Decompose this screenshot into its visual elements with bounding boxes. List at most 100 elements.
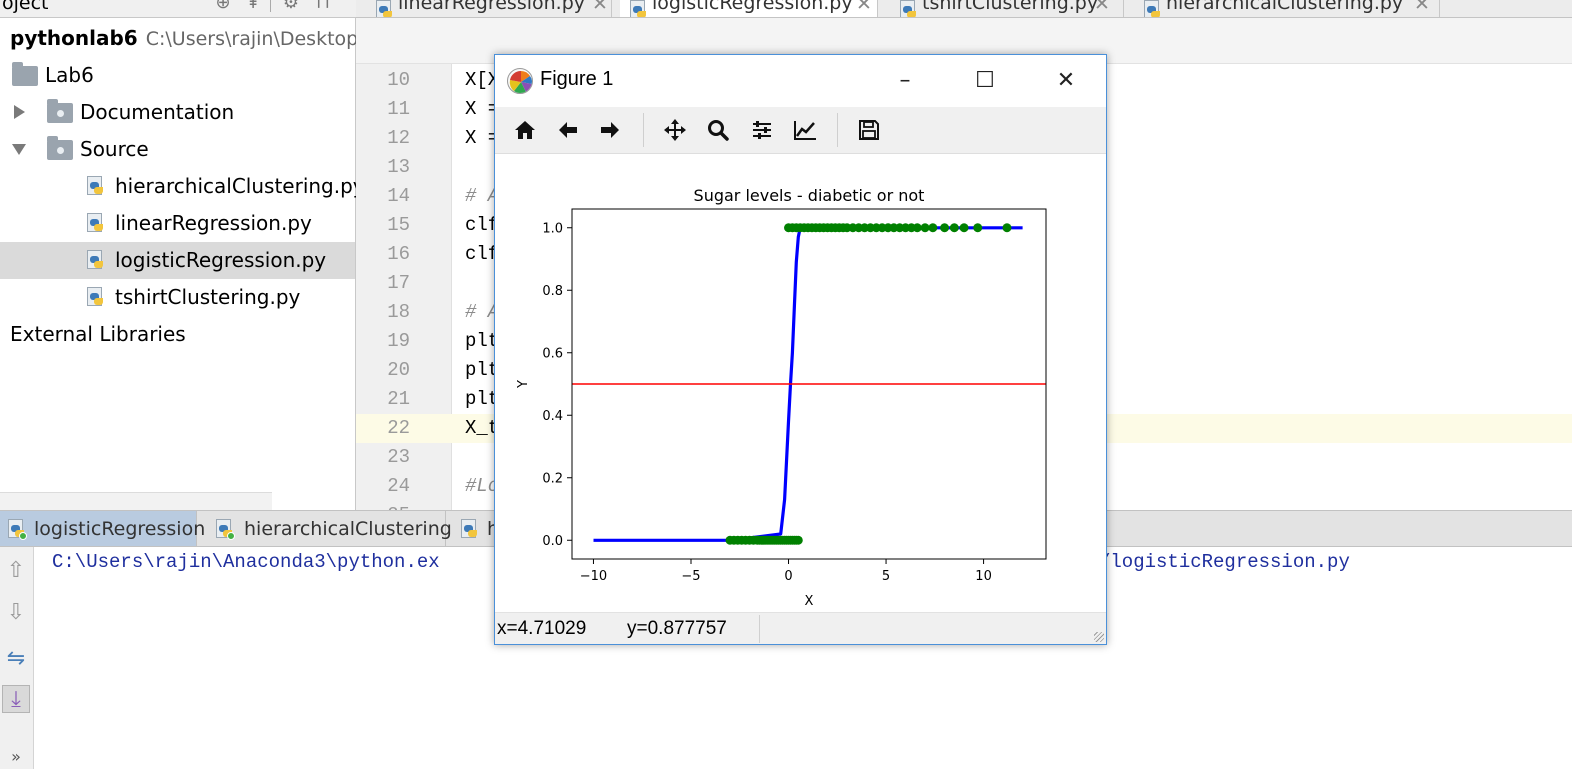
- minimize-icon[interactable]: –: [899, 68, 911, 93]
- plot-canvas[interactable]: Sugar levels - diabetic or not X Y −10 −5 0 5 1…: [495, 154, 1106, 612]
- project-root[interactable]: pythonlab6 C:\Users\rajin\Desktop\p: [0, 20, 377, 57]
- tree-file-tshirt-clustering[interactable]: tshirtClustering.py: [0, 279, 355, 316]
- run-tab-hierarchical-clustering[interactable]: hierarchicalClustering: [198, 511, 452, 546]
- chevron-right-icon[interactable]: [14, 105, 25, 119]
- zoom-icon[interactable]: [703, 115, 733, 145]
- project-root-name: pythonlab6: [10, 26, 138, 50]
- tab-hierarchical-clustering[interactable]: hierarchicalClustering.py ✕: [1134, 0, 1440, 17]
- python-file-icon: [85, 287, 105, 307]
- data-point: [959, 223, 969, 233]
- save-icon[interactable]: [854, 115, 884, 145]
- tree-file-hierarchical-clustering[interactable]: hierarchicalClustering.py: [0, 168, 365, 205]
- line-number: 25: [356, 501, 410, 510]
- line-number: 13: [387, 156, 410, 178]
- toolbar-separator: [643, 113, 644, 147]
- back-icon[interactable]: [553, 115, 583, 145]
- code-line[interactable]: 15 clf: [356, 211, 1572, 240]
- python-file-icon: [628, 0, 648, 17]
- scroll-down-icon[interactable]: ⇩: [6, 600, 26, 625]
- code-line[interactable]: 14 # A: [356, 182, 1572, 211]
- editor-tab-bar: linearRegression.py ✕ logisticRegression…: [356, 0, 1572, 18]
- hide-icon[interactable]: ⊓: [315, 0, 331, 13]
- project-panel-header: oject ⊕ ⇞ ⚙ ⊓: [0, 0, 356, 18]
- tab-linear-regression[interactable]: linearRegression.py ✕: [366, 0, 612, 17]
- code-text: plt: [465, 330, 500, 352]
- tree-folder-documentation[interactable]: Documentation: [0, 94, 355, 131]
- y-tick-label: 0.0: [542, 534, 563, 549]
- soft-wrap-icon[interactable]: ⇋: [6, 646, 26, 671]
- console-command-line: C:\Users\rajin\Anaconda3\python.ex: [52, 551, 440, 573]
- folder-icon: [47, 136, 73, 160]
- code-line[interactable]: 16 clf: [356, 240, 1572, 269]
- matplotlib-logo-icon: [507, 68, 533, 94]
- code-line[interactable]: 20 plt: [356, 356, 1572, 385]
- close-icon[interactable]: ✕: [592, 0, 608, 15]
- close-icon[interactable]: ✕: [1094, 0, 1110, 15]
- x-tick-label: 5: [882, 569, 890, 584]
- cursor-x-readout: x=4.71029: [497, 618, 587, 639]
- close-icon[interactable]: ✕: [1414, 0, 1430, 15]
- code-text: #Lo: [465, 475, 500, 497]
- code-line[interactable]: 24 #Lo: [356, 472, 1572, 501]
- code-line[interactable]: 10 X[X: [356, 66, 1572, 95]
- code-line[interactable]: 11 X =: [356, 95, 1572, 124]
- run-tab-label: hierarchicalClustering: [244, 518, 452, 540]
- pan-icon[interactable]: [660, 115, 690, 145]
- code-line[interactable]: 18 # A: [356, 298, 1572, 327]
- run-tab-logistic-regression[interactable]: logisticRegression: [0, 511, 205, 546]
- scroll-to-end-icon[interactable]: ⤓: [2, 685, 30, 713]
- gear-icon[interactable]: ⚙: [282, 0, 300, 13]
- chevron-down-icon[interactable]: [12, 144, 26, 155]
- run-tab-label: logisticRegression: [34, 518, 206, 540]
- code-line[interactable]: 13: [356, 153, 1572, 182]
- customize-icon[interactable]: [790, 115, 820, 145]
- project-panel-label[interactable]: oject: [2, 0, 49, 14]
- more-icon[interactable]: »: [11, 747, 21, 766]
- folder-icon: [47, 99, 73, 123]
- line-number: 24: [387, 475, 410, 497]
- python-file-icon: [85, 176, 105, 196]
- x-tick-label: −10: [580, 569, 607, 584]
- subplots-icon[interactable]: [747, 115, 777, 145]
- tab-tshirt-clustering[interactable]: tshirtClustering.py ✕: [890, 0, 1124, 17]
- scroll-up-icon[interactable]: ⇧: [6, 558, 26, 583]
- data-point: [949, 223, 959, 233]
- chart-svg: Sugar levels - diabetic or not X Y −10 −5 0 5 1…: [516, 186, 1047, 609]
- globe-icon[interactable]: ⊕: [215, 0, 231, 13]
- close-icon[interactable]: ✕: [856, 0, 872, 15]
- tree-item-label: Source: [80, 137, 149, 161]
- tree-folder-source[interactable]: Source: [0, 131, 355, 168]
- y-axis-label: Y: [516, 380, 531, 389]
- resize-grip-icon[interactable]: [1094, 632, 1104, 642]
- code-line[interactable]: 12 X =: [356, 124, 1572, 153]
- code-text: clf: [465, 243, 500, 265]
- tree-item-label: linearRegression.py: [115, 211, 312, 235]
- line-number: 20: [387, 359, 410, 381]
- tab-logistic-regression[interactable]: logisticRegression.py ✕: [620, 0, 878, 17]
- y-tick-label: 1.0: [542, 221, 563, 236]
- tree-external-libraries[interactable]: External Libraries: [0, 316, 355, 353]
- code-line[interactable]: 25: [356, 501, 1572, 510]
- code-line[interactable]: 19 plt: [356, 327, 1572, 356]
- forward-icon[interactable]: [595, 115, 625, 145]
- figure-title-bar[interactable]: Figure 1 – ☐ ✕: [495, 55, 1106, 107]
- horizontal-scrollbar[interactable]: [0, 492, 272, 510]
- code-line[interactable]: 17: [356, 269, 1572, 298]
- tree-folder-lab6[interactable]: Lab6: [0, 57, 355, 94]
- code-text: plt: [465, 388, 500, 410]
- code-line[interactable]: 21 plt: [356, 385, 1572, 414]
- home-icon[interactable]: [510, 115, 540, 145]
- figure-window[interactable]: Figure 1 – ☐ ✕ Sugar lev: [494, 54, 1107, 645]
- tree-item-label: tshirtClustering.py: [115, 285, 301, 309]
- tree-file-linear-regression[interactable]: linearRegression.py: [0, 205, 355, 242]
- line-number: 19: [387, 330, 410, 352]
- tree-file-logistic-regression[interactable]: logisticRegression.py: [0, 242, 355, 279]
- code-text: X =: [465, 98, 500, 120]
- maximize-icon[interactable]: ☐: [975, 68, 995, 93]
- code-line[interactable]: 23: [356, 443, 1572, 472]
- close-icon[interactable]: ✕: [1056, 68, 1076, 93]
- console-text-left: C:\Users\rajin\Anaconda3\python.ex: [52, 551, 440, 573]
- y-tick-label: 0.6: [542, 346, 563, 361]
- python-file-icon: [898, 0, 918, 17]
- pin-icon[interactable]: ⇞: [245, 0, 261, 13]
